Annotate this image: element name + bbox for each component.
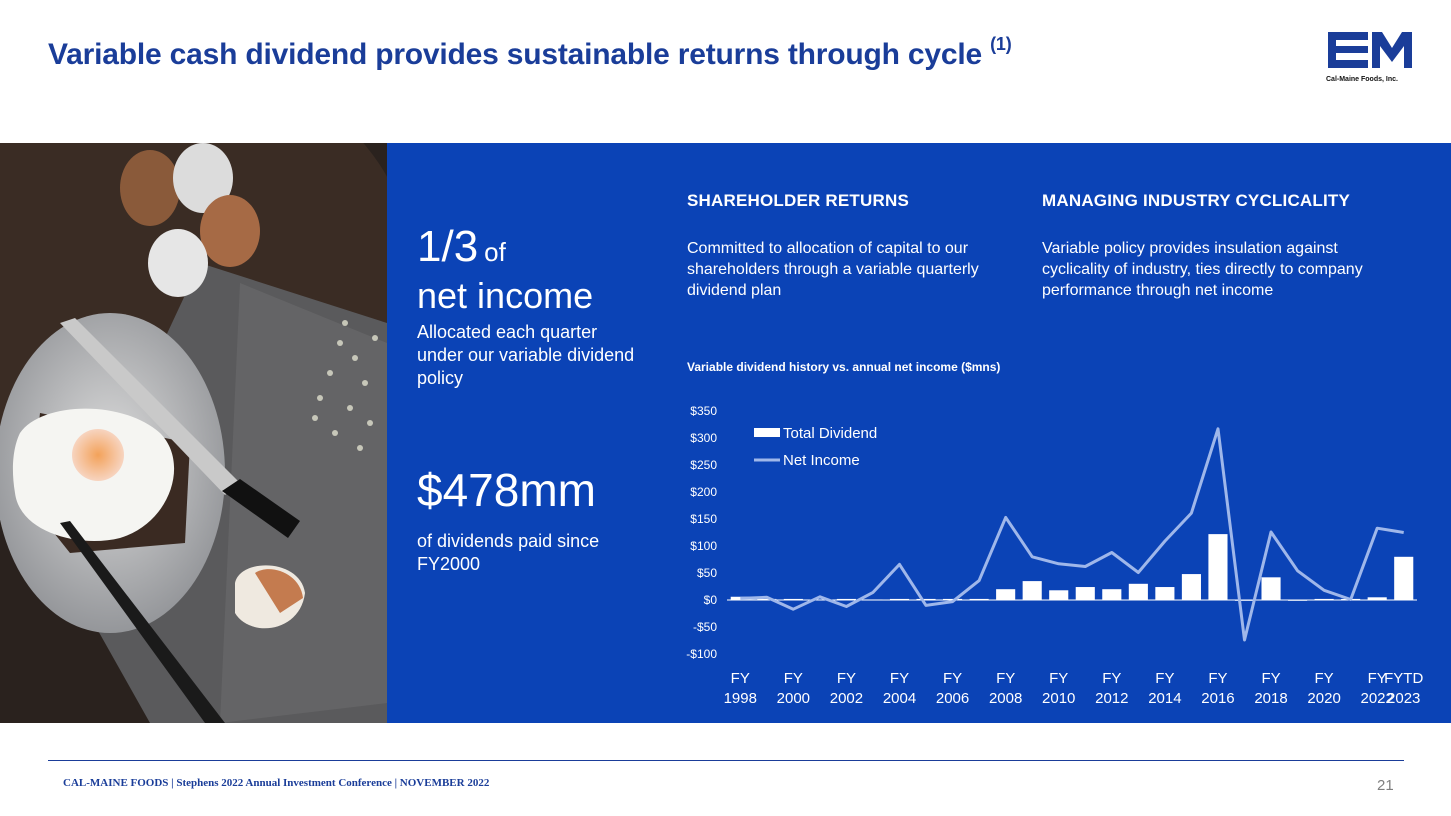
y-tick-label: -$100 bbox=[686, 647, 717, 661]
y-tick-label: $200 bbox=[690, 485, 717, 499]
x-tick-label-top: FY bbox=[1315, 670, 1334, 687]
x-tick-label-bottom: 2010 bbox=[1042, 690, 1075, 707]
slide-title: Variable cash dividend provides sustaina… bbox=[48, 34, 1012, 72]
x-tick-label-top: FYTD bbox=[1384, 670, 1423, 687]
dividend-bar bbox=[943, 598, 963, 600]
x-tick-label-top: FY bbox=[837, 670, 856, 687]
body-shareholder-returns: Committed to allocation of capital to ou… bbox=[687, 240, 979, 299]
dividend-bar bbox=[1394, 556, 1414, 600]
heading-managing-cyclicality: MANAGING INDUSTRY CYCLICALITY bbox=[1042, 191, 1351, 210]
dividend-bar bbox=[1314, 598, 1334, 600]
legend-dividend-swatch bbox=[754, 428, 780, 437]
x-tick-label-bottom: 1998 bbox=[724, 690, 757, 707]
footer-divider bbox=[48, 760, 1404, 761]
dividend-bar bbox=[836, 598, 856, 600]
x-tick-label-top: FY bbox=[1155, 670, 1174, 687]
dividend-bar bbox=[916, 598, 936, 600]
x-tick-label-bottom: 2000 bbox=[777, 690, 810, 707]
footer-text: CAL-MAINE FOODS | Stephens 2022 Annual I… bbox=[63, 777, 490, 789]
title-footnote: (1) bbox=[990, 34, 1012, 54]
net-income-line bbox=[740, 427, 1404, 642]
x-tick-label-bottom: 2022 bbox=[1361, 690, 1394, 707]
y-tick-label: $50 bbox=[697, 566, 717, 580]
chart-title: Variable dividend history vs. annual net… bbox=[687, 360, 1001, 374]
x-tick-label-bottom: 2018 bbox=[1254, 690, 1287, 707]
x-tick-label-bottom: 2016 bbox=[1201, 690, 1234, 707]
y-tick-label: $250 bbox=[690, 458, 717, 472]
x-tick-label-top: FY bbox=[890, 670, 909, 687]
y-tick-label: $300 bbox=[690, 431, 717, 445]
x-tick-label-bottom: 2020 bbox=[1307, 690, 1340, 707]
legend-dividend-label: Total Dividend bbox=[783, 425, 877, 442]
dividend-bar bbox=[969, 598, 989, 600]
y-tick-label: $350 bbox=[690, 404, 717, 418]
y-tick-label: $0 bbox=[704, 593, 718, 607]
title-text: Variable cash dividend provides sustaina… bbox=[48, 38, 982, 71]
eggs-photo bbox=[0, 143, 387, 723]
stat-fraction: 1/3 of bbox=[417, 223, 506, 276]
x-tick-label-top: FY bbox=[1261, 670, 1280, 687]
stat-dividends-caption: of dividends paid since FY2000 bbox=[417, 531, 600, 574]
dividend-bar bbox=[1208, 534, 1228, 600]
page-number: 21 bbox=[1377, 777, 1394, 794]
dividend-bar bbox=[1128, 583, 1148, 600]
x-tick-label-bottom: 2023 bbox=[1387, 690, 1420, 707]
dividend-bar bbox=[1261, 577, 1281, 600]
dividend-bar bbox=[1155, 587, 1175, 600]
stat-fraction-caption: Allocated each quarter under our variabl… bbox=[417, 322, 635, 388]
x-tick-label-bottom: 2004 bbox=[883, 690, 916, 707]
dividend-bar bbox=[1022, 581, 1042, 600]
stat-net-income: net income bbox=[417, 275, 594, 316]
x-tick-label-top: FY bbox=[1102, 670, 1121, 687]
x-tick-label-top: FY bbox=[996, 670, 1015, 687]
content-panel: 1/3 of net income Allocated each quarter … bbox=[387, 143, 1451, 723]
y-tick-label: -$50 bbox=[693, 620, 717, 634]
dividend-bar bbox=[730, 596, 750, 600]
y-tick-label: $150 bbox=[690, 512, 717, 526]
x-tick-label-bottom: 2006 bbox=[936, 690, 969, 707]
x-tick-label-top: FY bbox=[1049, 670, 1068, 687]
stat-dividends-value: $478mm bbox=[417, 464, 596, 516]
x-tick-label-bottom: 2002 bbox=[830, 690, 863, 707]
y-tick-label: $100 bbox=[690, 539, 717, 553]
stat-fraction-value: 1/3 bbox=[417, 222, 479, 271]
x-tick-label-bottom: 2014 bbox=[1148, 690, 1181, 707]
logo-caption: Cal-Maine Foods, Inc. bbox=[1326, 76, 1398, 83]
dividend-net-income-chart: -$100 -$50 $0 $50 $100 $150 $200 $250 $300 $350 FY… bbox=[686, 404, 1423, 707]
x-tick-label-bottom: 2012 bbox=[1095, 690, 1128, 707]
dividend-bar bbox=[783, 598, 803, 600]
x-tick-label-top: FY bbox=[784, 670, 803, 687]
dividend-bar bbox=[889, 598, 910, 600]
dividend-bar bbox=[1181, 574, 1201, 600]
stat-fraction-of: of bbox=[484, 237, 506, 267]
x-tick-label-top: FY bbox=[943, 670, 962, 687]
dividend-bar bbox=[1367, 597, 1387, 600]
x-tick-label-bottom: 2008 bbox=[989, 690, 1022, 707]
legend-netincome-label: Net Income bbox=[783, 452, 860, 469]
dividend-bar bbox=[996, 589, 1016, 600]
dividend-bar bbox=[757, 598, 777, 600]
x-tick-label-top: FY bbox=[1368, 670, 1387, 687]
dividend-bar bbox=[1075, 587, 1095, 600]
x-tick-label-top: FY bbox=[1208, 670, 1227, 687]
x-tick-label-top: FY bbox=[731, 670, 750, 687]
heading-shareholder-returns: SHAREHOLDER RETURNS bbox=[687, 191, 909, 210]
cal-maine-logo bbox=[1328, 32, 1412, 68]
dividend-bar bbox=[1049, 590, 1069, 600]
dividend-bar bbox=[1102, 589, 1122, 600]
body-managing-cyclicality: Variable policy provides insulation agai… bbox=[1042, 240, 1363, 299]
